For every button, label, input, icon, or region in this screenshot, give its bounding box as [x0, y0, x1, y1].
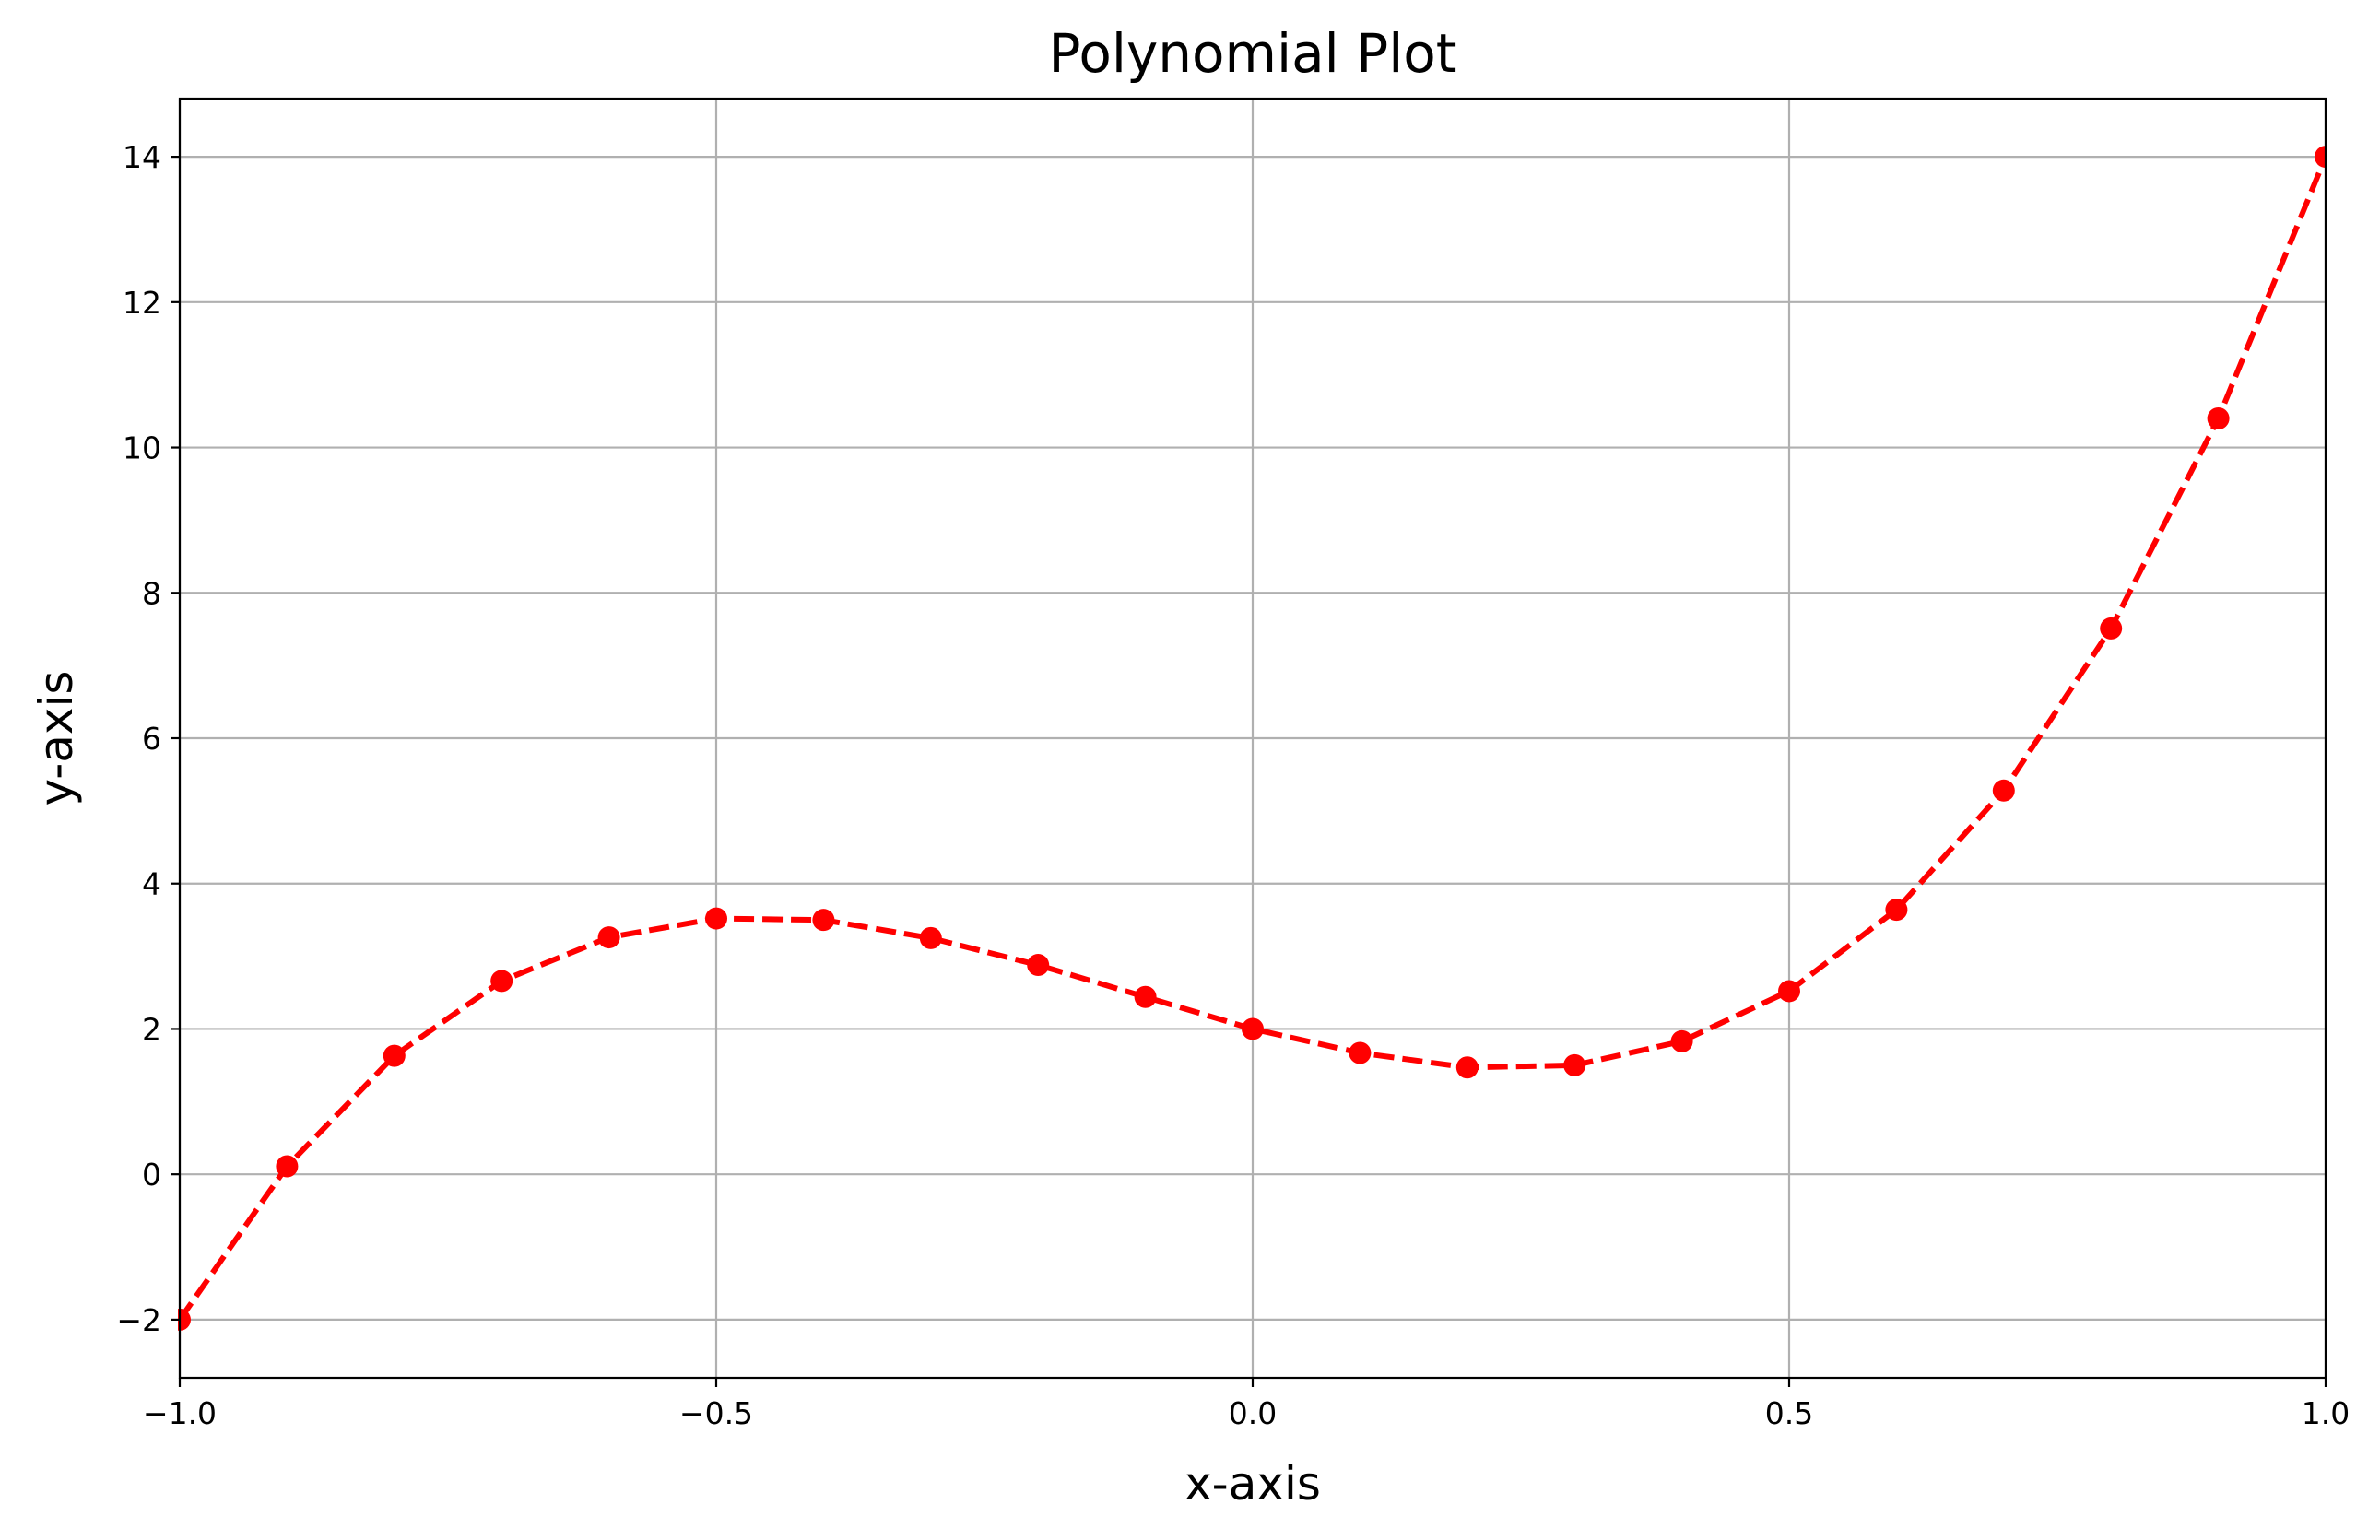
series-layer [178, 146, 2327, 1331]
data-point [1455, 1056, 1479, 1079]
data-point [812, 909, 835, 932]
axis-ticks: −1.0 −0.5 0.0 0.5 1.0 −2 0 2 4 6 8 10 12 14 [116, 139, 2350, 1431]
data-point [1563, 1053, 1586, 1076]
data-point [1027, 954, 1050, 977]
data-point [597, 926, 620, 949]
data-point [383, 1044, 406, 1067]
y-tick-label: 6 [142, 721, 161, 757]
data-point [2315, 146, 2327, 169]
x-axis-title: x-axis [1184, 1457, 1321, 1511]
data-point [1349, 1041, 1372, 1064]
data-point [178, 1308, 191, 1331]
data-point [919, 926, 942, 949]
data-point [2207, 407, 2230, 429]
data-point [1992, 779, 2015, 802]
data-point [1242, 1017, 1264, 1040]
y-tick-label: 10 [123, 430, 161, 466]
y-axis-title: y-axis [29, 671, 83, 806]
x-tick-label: 1.0 [2302, 1395, 2350, 1431]
chart-title: Polynomial Plot [1048, 22, 1456, 85]
x-tick-label: 0.0 [1229, 1395, 1277, 1431]
y-tick-label: 0 [142, 1157, 161, 1193]
y-tick-label: 4 [142, 866, 161, 902]
data-point [2100, 617, 2123, 640]
data-point [1134, 985, 1157, 1008]
x-tick-label: −0.5 [679, 1395, 753, 1431]
data-point [1778, 980, 1800, 1003]
data-point [276, 1155, 299, 1178]
y-tick-label: 2 [142, 1011, 161, 1047]
y-tick-label: 14 [123, 139, 161, 175]
data-point [490, 970, 513, 993]
data-point [705, 907, 727, 930]
y-tick-label: −2 [116, 1302, 161, 1338]
x-tick-label: 0.5 [1765, 1395, 1813, 1431]
data-point [1670, 1029, 1693, 1052]
data-point [1885, 899, 1908, 922]
y-tick-label: 12 [123, 285, 161, 321]
y-tick-label: 8 [142, 575, 161, 611]
x-tick-label: −1.0 [143, 1395, 217, 1431]
series-group [178, 146, 2327, 1331]
